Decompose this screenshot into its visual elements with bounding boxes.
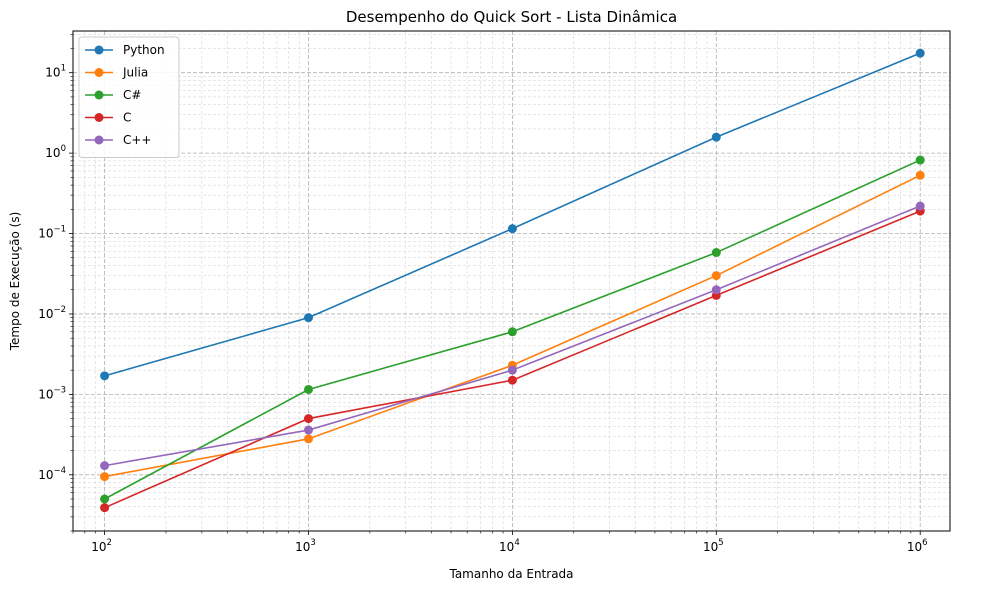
legend-label-python: Python: [123, 43, 165, 57]
minor-grid: [72, 31, 950, 532]
chart-title: Desempenho do Quick Sort - Lista Dinâmic…: [346, 8, 677, 26]
y-tick-label: 10−1: [38, 225, 66, 241]
data-point-python: [303, 313, 313, 323]
axis-ticks: 102 103 104 105 106 10−4 10−3 10−2 10−1 100 101: [38, 34, 928, 554]
legend-marker-cpp: [94, 135, 104, 145]
data-point-julia: [303, 434, 313, 444]
data-point-python: [507, 224, 517, 234]
data-point-csharp: [711, 248, 721, 258]
y-tick-label: 100: [45, 144, 66, 160]
data-point-julia: [100, 472, 110, 482]
data-point-julia: [711, 271, 721, 281]
x-tick-label: 103: [295, 538, 316, 554]
data-point-c: [507, 375, 517, 385]
legend-marker-julia: [94, 68, 104, 77]
major-grid: [73, 31, 950, 531]
data-point-cpp: [303, 425, 313, 435]
legend-box: [78, 36, 180, 158]
data-point-csharp: [507, 327, 517, 337]
y-axis-label: Tempo de Execução (s): [8, 212, 22, 352]
x-tick-label: 102: [91, 538, 112, 554]
x-axis-label: Tamanho da Entrada: [448, 567, 573, 581]
data-point-csharp: [100, 494, 110, 504]
data-point-c: [100, 503, 110, 513]
plot-frame: [72, 30, 951, 532]
data-point-cpp: [507, 365, 517, 375]
data-point-cpp: [100, 461, 110, 471]
legend: Python Julia C# C C++: [78, 36, 180, 158]
data-point-python: [100, 371, 110, 381]
data-point-csharp: [303, 384, 313, 394]
x-tick-label: 104: [499, 538, 520, 554]
y-tick-label: 10−2: [38, 305, 66, 321]
legend-label-csharp: C#: [123, 88, 141, 102]
y-tick-label: 10−4: [38, 466, 66, 482]
legend-label-cpp: C++: [123, 133, 152, 147]
data-point-julia: [915, 170, 925, 180]
data-point-cpp: [711, 285, 721, 295]
data-point-cpp: [915, 201, 925, 211]
legend-marker-csharp: [94, 90, 104, 100]
data-point-csharp: [915, 155, 925, 165]
data-point-python: [711, 132, 721, 142]
legend-marker-c: [94, 113, 104, 122]
legend-marker-python: [94, 45, 104, 55]
data-point-python: [915, 48, 925, 58]
data-point-c: [303, 414, 313, 424]
x-tick-label: 105: [703, 538, 724, 554]
series-layer: [100, 48, 925, 513]
x-tick-label: 106: [907, 538, 928, 554]
y-tick-label: 101: [45, 64, 66, 80]
legend-label-c: C: [123, 111, 131, 125]
legend-label-julia: Julia: [122, 66, 148, 80]
y-tick-label: 10−3: [38, 385, 66, 401]
